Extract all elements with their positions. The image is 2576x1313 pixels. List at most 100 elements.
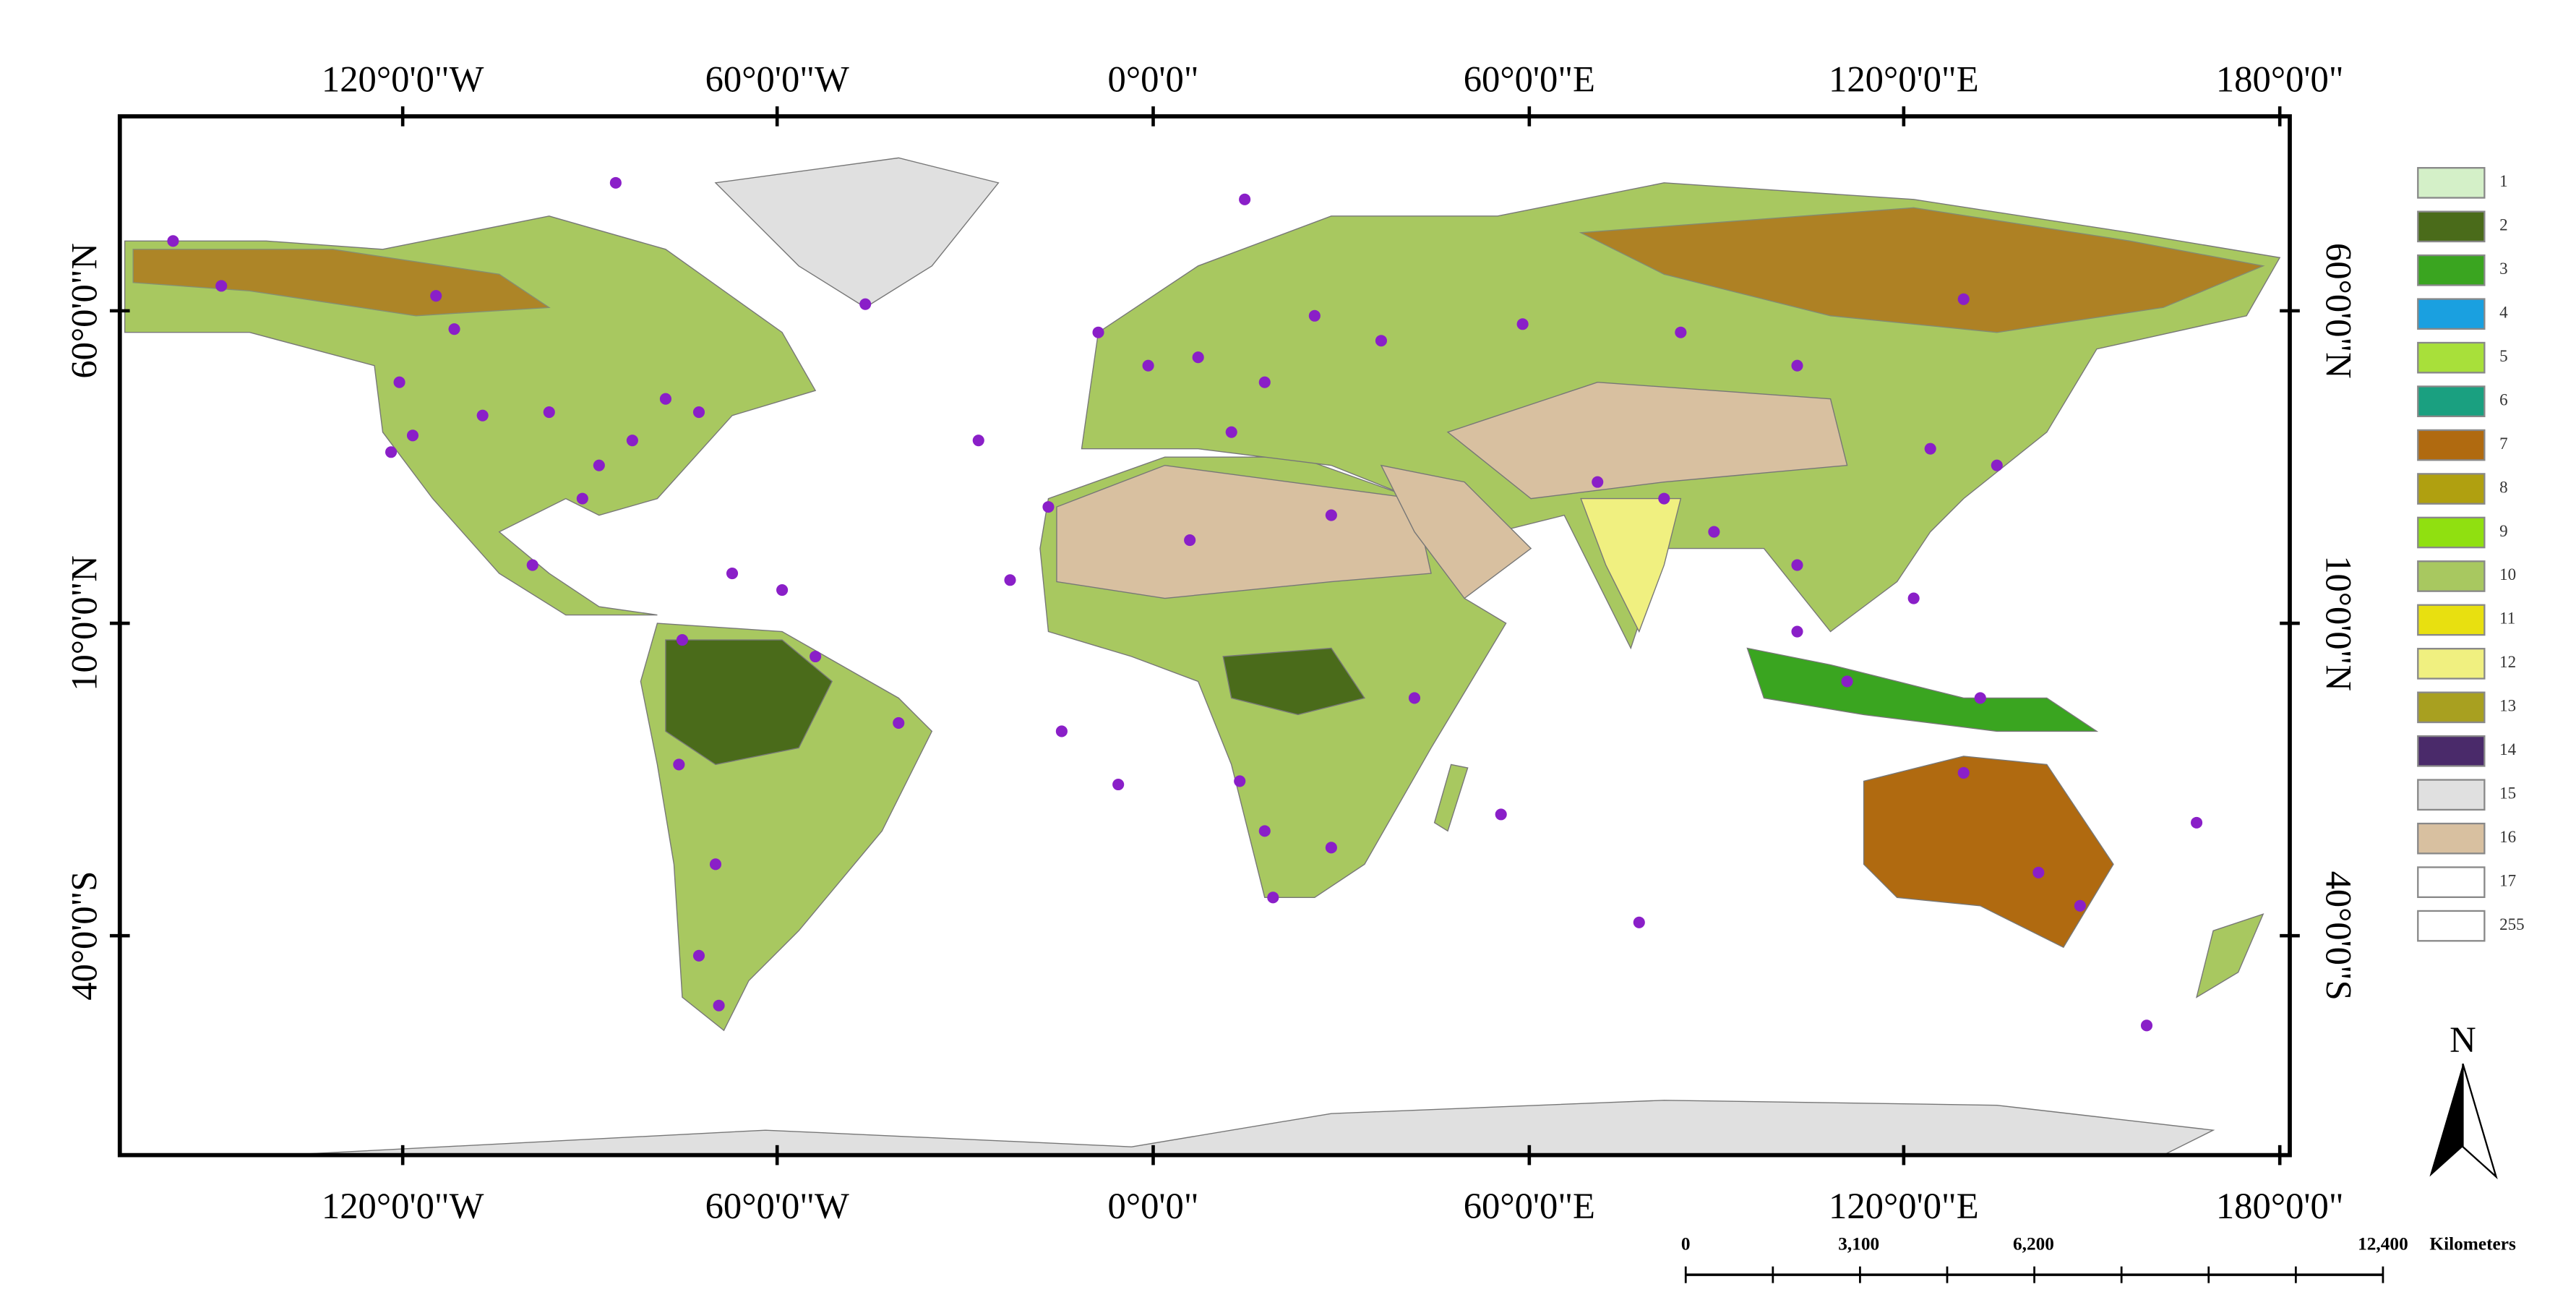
map-frame xyxy=(117,114,2292,1158)
site xyxy=(1112,778,1125,791)
right-label: 40°0'0"S xyxy=(2319,871,2359,1001)
legend-swatch xyxy=(2417,735,2486,767)
legend-swatch xyxy=(2417,385,2486,417)
top-label: 120°0'0"E xyxy=(1829,59,1979,99)
site xyxy=(1841,675,1853,688)
bottom-label: 180°0'0" xyxy=(2216,1186,2344,1226)
right-label: 10°0'0"N xyxy=(2319,555,2359,691)
site xyxy=(385,446,398,458)
site xyxy=(1267,891,1279,904)
site xyxy=(1408,692,1421,704)
site xyxy=(1633,916,1645,928)
site xyxy=(1791,359,1803,372)
na-boreal xyxy=(132,249,551,317)
antarctica xyxy=(283,1100,2215,1156)
new-zealand xyxy=(2195,913,2264,998)
site xyxy=(1239,193,1251,205)
legend-swatch xyxy=(2417,648,2486,680)
site xyxy=(1658,492,1670,505)
sahara xyxy=(1056,464,1432,599)
legend-swatch xyxy=(2417,691,2486,724)
legend-swatch xyxy=(2417,604,2486,636)
site xyxy=(2191,816,2203,829)
central-asia xyxy=(1446,382,1848,500)
site xyxy=(673,758,685,771)
site xyxy=(859,298,872,310)
site xyxy=(810,650,822,663)
scale-bar: 0 3,100 6,200 12,400 Kilometers xyxy=(1681,1234,2516,1283)
scale-label: 0 xyxy=(1681,1234,1691,1254)
legend-swatch xyxy=(2417,866,2486,899)
site xyxy=(1055,725,1068,737)
arabia xyxy=(1380,464,1532,599)
site xyxy=(393,376,405,388)
site xyxy=(1325,509,1337,521)
greenland xyxy=(714,157,1000,309)
site xyxy=(726,568,739,580)
indonesia xyxy=(1746,647,2099,732)
site xyxy=(1142,359,1154,372)
bottom-label: 0°0'0" xyxy=(1107,1186,1198,1226)
site xyxy=(1592,476,1604,488)
legend-label: 10 xyxy=(2499,565,2516,583)
site xyxy=(626,435,638,447)
top-label: 120°0'0"W xyxy=(322,59,484,99)
site xyxy=(1184,534,1196,547)
site xyxy=(659,393,671,405)
legend-label: 8 xyxy=(2499,478,2508,496)
left-label: 10°0'0"N xyxy=(64,555,104,691)
site xyxy=(406,429,419,442)
legend-swatch xyxy=(2417,910,2486,942)
legend-swatch xyxy=(2417,341,2486,374)
site xyxy=(1258,825,1271,837)
site xyxy=(476,409,489,422)
legend-label: 15 xyxy=(2499,784,2516,803)
legend-label: 13 xyxy=(2499,697,2516,715)
arrow-right xyxy=(2462,1063,2498,1180)
australia xyxy=(1863,756,2114,949)
site xyxy=(776,584,789,596)
site xyxy=(448,323,460,335)
site xyxy=(2140,1019,2153,1032)
site xyxy=(1375,335,1387,347)
site xyxy=(1957,293,1970,305)
north-label: N xyxy=(2450,1019,2476,1060)
site xyxy=(609,176,622,189)
legend-label: 1 xyxy=(2499,172,2508,190)
site xyxy=(893,717,905,729)
legend-label: 3 xyxy=(2499,260,2508,278)
site xyxy=(1234,775,1246,787)
site xyxy=(1495,808,1507,821)
scale-label: 12,400 xyxy=(2358,1234,2408,1254)
site xyxy=(1708,526,1720,538)
legend-label: 4 xyxy=(2499,304,2508,322)
land xyxy=(124,157,2281,1156)
legend-swatch xyxy=(2417,473,2486,505)
site xyxy=(2032,866,2045,878)
site xyxy=(1791,559,1803,571)
site xyxy=(1991,459,2003,471)
legend-label: 7 xyxy=(2499,435,2508,453)
site xyxy=(713,999,725,1012)
legend-swatch xyxy=(2417,210,2486,243)
site xyxy=(1092,326,1104,338)
legend-swatch xyxy=(2417,779,2486,811)
legend-label: 2 xyxy=(2499,216,2508,234)
site xyxy=(1225,426,1237,438)
siberia xyxy=(1579,207,2265,333)
site xyxy=(543,406,555,419)
site xyxy=(1192,351,1204,364)
site xyxy=(430,290,442,302)
bottom-label: 60°0'0"W xyxy=(705,1186,849,1226)
legend-label: 16 xyxy=(2499,828,2516,846)
north-america xyxy=(124,215,817,616)
north-arrow: N xyxy=(2429,1019,2498,1180)
site xyxy=(215,280,228,292)
legend-swatch xyxy=(2417,560,2486,592)
bottom-label: 60°0'0"E xyxy=(1464,1186,1595,1226)
site xyxy=(526,559,538,571)
legend-swatch xyxy=(2417,516,2486,549)
site xyxy=(593,459,605,471)
legend-swatch xyxy=(2417,254,2486,286)
